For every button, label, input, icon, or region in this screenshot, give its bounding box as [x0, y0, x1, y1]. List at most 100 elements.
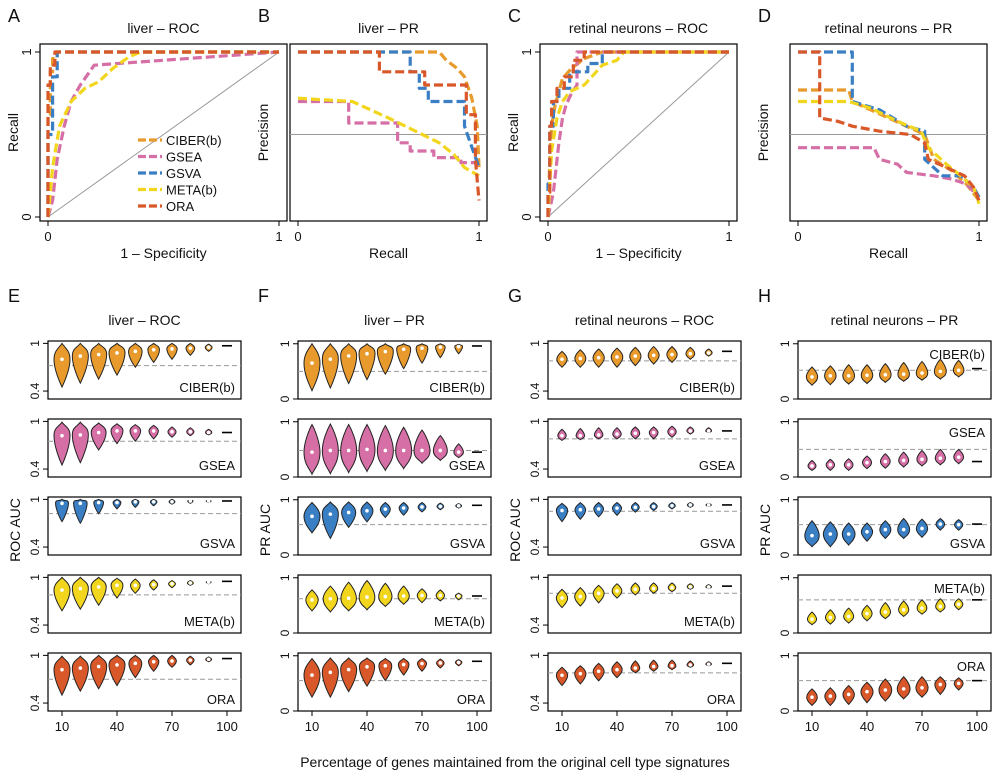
violin-median-dot: [615, 355, 619, 359]
violin-median-dot: [651, 353, 656, 358]
violin-median-dot: [688, 585, 693, 589]
violin-60: [897, 361, 910, 383]
violin-median-dot: [456, 450, 461, 454]
y-tick-label: 0.4: [28, 382, 42, 399]
violin-50: [376, 424, 394, 472]
violin-median-dot: [865, 689, 869, 694]
plot-frame: [539, 43, 738, 222]
row-label: GSEA: [449, 458, 485, 473]
violin-median-dot: [560, 508, 564, 513]
violin-median-dot: [438, 448, 443, 453]
violin-median-dot: [670, 352, 674, 357]
violin-median-dot: [96, 664, 101, 669]
y-tick-label: 0.4: [28, 694, 42, 711]
violin-80: [432, 434, 448, 462]
row-label: GSEA: [199, 458, 235, 473]
violin-median-dot: [883, 688, 888, 692]
violin-median-dot: [383, 507, 388, 511]
curve-ciber-b: [798, 88, 981, 202]
violin-median-dot: [188, 581, 193, 585]
violin-60: [395, 426, 413, 470]
violin-median-dot: [170, 429, 174, 434]
x-tick-label: 10: [555, 719, 569, 734]
violin-median-dot: [151, 429, 156, 433]
violin-median-dot: [920, 606, 924, 610]
x-axis-label: Recall: [869, 245, 908, 261]
y-tick-label: 0.4: [528, 616, 542, 633]
violin-median-dot: [883, 527, 888, 532]
violin-40: [108, 342, 126, 377]
y-tick-label: 1: [778, 574, 792, 581]
curve-gsea: [798, 146, 981, 199]
panel-letter: C: [508, 6, 521, 26]
violin-50: [378, 657, 393, 682]
row-label: GSEA: [949, 425, 985, 440]
plot-frame: [39, 43, 288, 222]
violin-median-dot: [328, 596, 333, 601]
panel-title: liver – ROC: [108, 312, 180, 328]
violin-median-dot: [151, 582, 156, 587]
violin-median-dot: [560, 596, 564, 600]
row-label: ORA: [457, 692, 486, 707]
row-label: ORA: [707, 692, 736, 707]
violin-median-dot: [578, 671, 583, 676]
row-frame: [797, 574, 992, 634]
violin-20: [321, 657, 339, 699]
y-tick-label: 0: [278, 473, 292, 480]
violin-10: [804, 520, 820, 548]
violin-median-dot: [883, 372, 888, 377]
violin-median-dot: [560, 673, 564, 678]
violin-median-dot: [846, 614, 851, 619]
violin-median-dot: [901, 458, 906, 463]
violin-median-dot: [633, 587, 638, 592]
violin-row-ora: 0.4 1 ORA: [28, 652, 242, 712]
violin-median-dot: [810, 695, 814, 699]
violin-40: [358, 342, 376, 381]
violin-median-dot: [170, 499, 174, 504]
violin-median-dot: [846, 532, 851, 536]
violin-median-dot: [115, 500, 119, 505]
y-tick-label: 1: [28, 574, 42, 581]
x-tick-label: 40: [610, 719, 624, 734]
legend-label-gsva: GSVA: [166, 166, 201, 181]
x-tick-label: 10: [305, 719, 319, 734]
violin-median-dot: [365, 351, 369, 356]
violin-median-dot: [383, 448, 388, 453]
violin-row-gsva: 0 1 GSVA: [278, 496, 492, 558]
violin-median-dot: [688, 351, 693, 356]
y-tick-label: 1: [528, 418, 542, 425]
violin-60: [396, 343, 412, 370]
violin-median-dot: [346, 510, 351, 515]
curve-meta-b: [546, 50, 729, 218]
y-tick-label: 1: [278, 340, 292, 347]
violin-10: [53, 655, 71, 697]
y-tick-label: 1: [28, 652, 42, 659]
row-label: GSVA: [200, 536, 235, 551]
x-tick-label: 10: [805, 719, 819, 734]
x-tick-label: 100: [216, 719, 238, 734]
violin-median-dot: [615, 432, 619, 436]
panel-title: liver – PR: [364, 312, 425, 328]
x-tick-label: 100: [466, 719, 488, 734]
row-frame: [47, 652, 242, 712]
row-frame: [47, 418, 242, 478]
violin-median-dot: [420, 661, 424, 666]
y-tick-label: 1: [778, 652, 792, 659]
panel-title: retinal neurons – ROC: [575, 312, 714, 328]
violin-median-dot: [578, 594, 583, 599]
violin-median-dot: [78, 501, 83, 506]
violin-median-dot: [596, 355, 601, 360]
panel-title: liver – PR: [358, 20, 419, 36]
violin-row-gsea: 0 1 GSEA: [278, 418, 492, 480]
violin-median-dot: [901, 527, 906, 532]
violin-median-dot: [596, 591, 601, 596]
y-tick-label: 0: [778, 473, 792, 480]
reference-diagonal: [47, 51, 280, 218]
y-tick-label: 0: [278, 551, 292, 558]
violin-40: [358, 579, 376, 611]
violin-80: [435, 343, 446, 359]
violin-10: [53, 421, 71, 467]
violin-median-dot: [706, 662, 711, 666]
violin-20: [71, 342, 89, 385]
